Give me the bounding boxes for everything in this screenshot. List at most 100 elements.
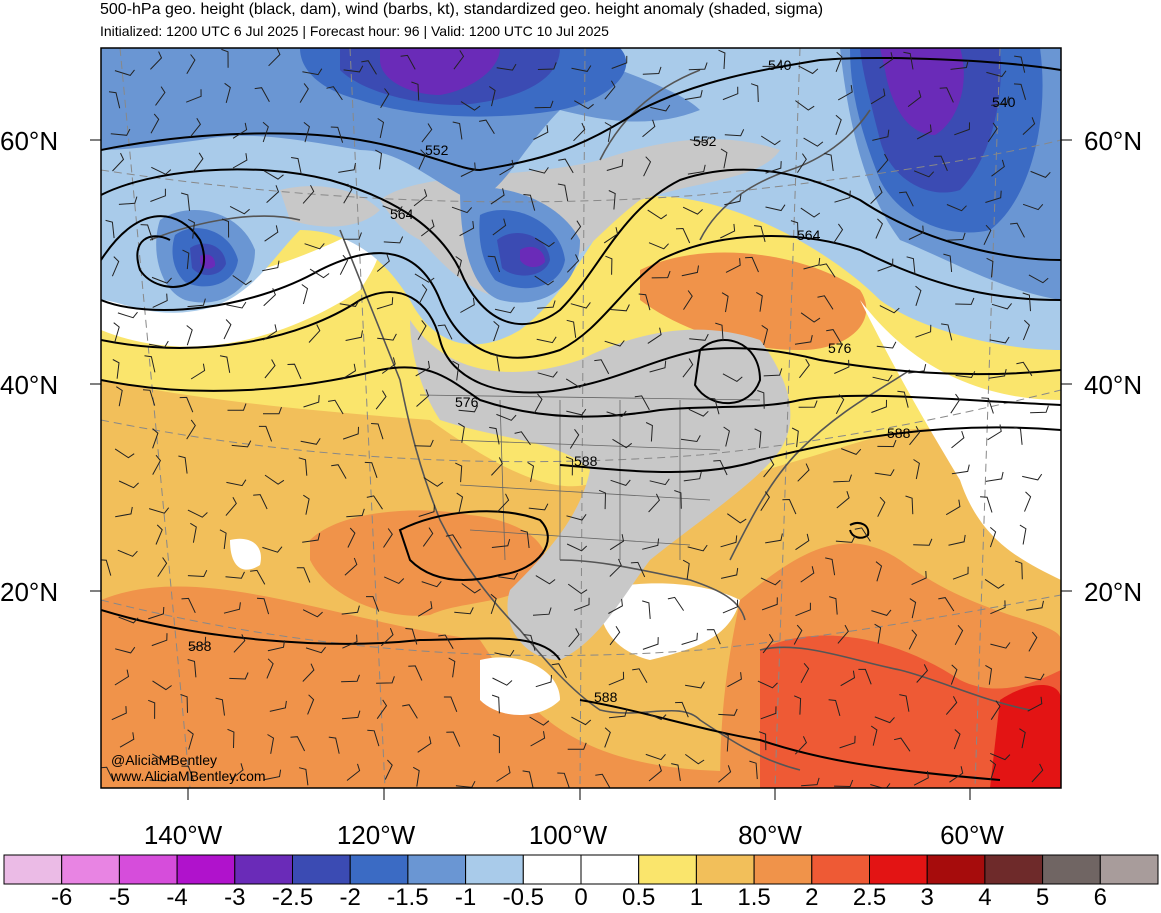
wind-barb — [253, 494, 268, 510]
wind-barb — [338, 162, 356, 173]
wind-barb — [119, 732, 135, 748]
wind-barb — [117, 549, 138, 557]
wind-barb — [642, 637, 659, 650]
wind-barb — [460, 162, 476, 177]
wind-barb — [793, 695, 802, 715]
wind-barb — [108, 91, 121, 109]
wind-barb — [151, 633, 168, 647]
wind-barb — [991, 159, 1005, 177]
wind-barb — [800, 662, 810, 684]
wind-barb — [570, 302, 591, 309]
wind-barb — [490, 593, 497, 615]
wind-barb — [828, 699, 841, 717]
wind-barb — [551, 663, 567, 678]
colorbar-swatch — [349, 854, 409, 885]
colorbar-tick-label: 2 — [805, 884, 819, 911]
colorbar-swatch — [407, 854, 467, 885]
wind-barb — [795, 100, 815, 111]
wind-barb — [110, 128, 131, 136]
wind-barb — [571, 65, 592, 72]
colorbar-swatch — [176, 854, 236, 885]
wind-barb — [460, 297, 475, 313]
wind-barb — [870, 185, 883, 204]
wind-barb — [757, 390, 765, 409]
wind-barb — [1019, 728, 1026, 749]
wind-barb — [301, 284, 309, 305]
wind-barb — [985, 190, 1002, 203]
wind-barb — [179, 396, 194, 413]
colorbar — [3, 854, 1159, 885]
wind-barb — [795, 602, 811, 617]
wind-barb — [148, 606, 165, 620]
contour-label: 588 — [887, 425, 911, 441]
wind-barb — [875, 218, 883, 239]
wind-barb — [150, 188, 166, 202]
credit-handle: @AliciaMBentley — [111, 752, 218, 768]
contour-label: 540 — [992, 94, 1016, 110]
wind-barb — [1022, 292, 1031, 312]
wind-barb — [527, 461, 535, 482]
wind-barb — [836, 491, 850, 509]
colorbar-swatch — [753, 854, 813, 885]
wind-barb — [111, 706, 127, 721]
wind-barb — [877, 496, 886, 517]
wind-barb — [417, 736, 432, 753]
wind-barb — [571, 716, 592, 726]
lon-label: 60°W — [940, 820, 1004, 850]
wind-barb — [520, 529, 530, 549]
wind-barb — [870, 88, 886, 105]
wind-barb — [233, 634, 246, 653]
lat-label-left: 40°N — [0, 370, 59, 400]
wind-barb — [523, 194, 536, 211]
wind-barb — [595, 773, 611, 788]
wind-barb — [421, 123, 433, 143]
wind-barb — [594, 359, 610, 375]
wind-barb — [835, 394, 845, 415]
colorbar-swatch — [3, 854, 63, 885]
colorbar-tick-label: -4 — [166, 884, 188, 911]
wind-barb — [715, 322, 724, 342]
lon-label: 100°W — [528, 820, 608, 850]
wind-barb — [331, 464, 347, 479]
wind-barb — [798, 400, 818, 408]
wind-barb — [291, 157, 302, 175]
wind-barb — [232, 122, 248, 139]
wind-barb — [451, 206, 473, 214]
wind-barb — [946, 232, 966, 241]
wind-barb — [443, 696, 458, 712]
wind-barb — [376, 297, 394, 310]
wind-barb — [941, 323, 953, 341]
wind-barb — [833, 223, 844, 244]
wind-barb — [489, 426, 500, 445]
wind-barb — [300, 438, 321, 445]
wind-barb — [221, 218, 230, 238]
wind-barb — [990, 700, 1001, 720]
lon-label: 120°W — [336, 820, 416, 850]
wind-barb — [151, 166, 172, 175]
wind-barb — [638, 293, 651, 311]
wind-barb — [1022, 319, 1030, 341]
wind-barb — [840, 670, 856, 687]
wind-barb — [408, 665, 423, 681]
lat-label-right: 40°N — [1084, 370, 1143, 400]
wind-barb — [723, 426, 730, 447]
wind-barb — [405, 628, 418, 645]
colorbar-tick-label: 3 — [920, 884, 934, 911]
contour-label: 540 — [768, 57, 792, 73]
colorbar-tick-label: 5 — [1035, 884, 1050, 911]
wind-barb — [952, 566, 969, 580]
wind-barb — [650, 104, 671, 112]
wind-barb — [758, 731, 767, 751]
wind-barb — [101, 766, 115, 782]
wind-barb — [797, 463, 810, 482]
wind-barb — [870, 783, 891, 788]
wind-barb — [492, 734, 500, 754]
wind-barb — [151, 276, 172, 284]
wind-barb — [727, 672, 742, 688]
wind-barb — [343, 65, 364, 73]
wind-barb — [609, 534, 625, 551]
wind-barb — [304, 243, 325, 250]
wind-barb — [795, 533, 810, 551]
wind-barb — [915, 285, 922, 306]
wind-barb — [1028, 631, 1038, 652]
